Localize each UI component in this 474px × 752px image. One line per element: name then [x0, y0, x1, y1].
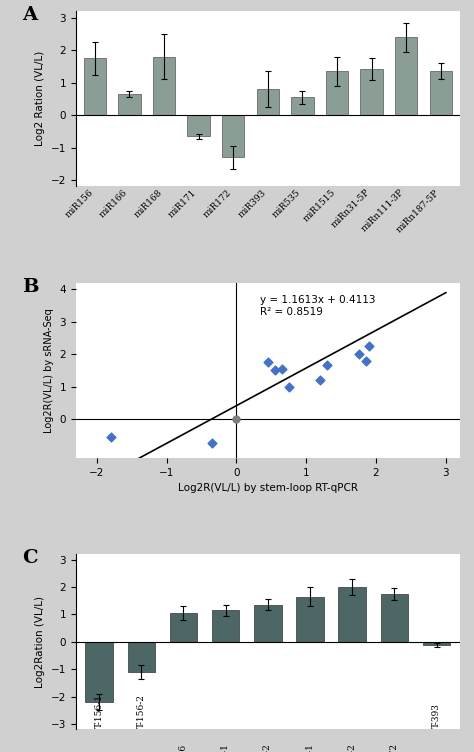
- Text: T-393: T-393: [432, 703, 441, 728]
- Bar: [85, 642, 113, 702]
- Text: T-169-1: T-169-1: [221, 744, 230, 752]
- Text: T-166: T-166: [179, 744, 188, 752]
- Point: [316, 374, 324, 386]
- Bar: [128, 642, 155, 672]
- Bar: [423, 642, 450, 645]
- Bar: [83, 59, 106, 115]
- Text: C: C: [22, 549, 38, 567]
- X-axis label: Log2R(VL/L) by stem-loop RT-qPCR: Log2R(VL/L) by stem-loop RT-qPCR: [178, 484, 358, 493]
- Text: B: B: [22, 277, 39, 296]
- Text: T-156-1: T-156-1: [94, 693, 103, 728]
- Text: T-171-2: T-171-2: [348, 744, 357, 752]
- Bar: [291, 97, 314, 115]
- Bar: [254, 605, 282, 642]
- Bar: [338, 587, 366, 642]
- Point: [362, 355, 369, 367]
- Text: T-171-1: T-171-1: [306, 744, 315, 752]
- Point: [285, 381, 292, 393]
- Point: [271, 365, 279, 377]
- Bar: [381, 594, 408, 642]
- Bar: [222, 115, 245, 157]
- Point: [323, 359, 331, 371]
- Y-axis label: Log2Ration (VL/L): Log2Ration (VL/L): [35, 596, 45, 688]
- Bar: [326, 71, 348, 115]
- Y-axis label: Log2R(VL/L) by sRNA-Seq: Log2R(VL/L) by sRNA-Seq: [44, 308, 54, 432]
- Bar: [153, 56, 175, 115]
- Text: T-169-2: T-169-2: [264, 744, 272, 752]
- Point: [365, 340, 373, 352]
- Bar: [118, 94, 141, 115]
- Bar: [187, 115, 210, 136]
- Text: T-172: T-172: [390, 744, 399, 752]
- Point: [355, 348, 362, 360]
- Bar: [170, 613, 197, 642]
- Point: [264, 356, 272, 368]
- Bar: [360, 69, 383, 115]
- Point: [278, 362, 285, 374]
- Y-axis label: Log2 Ration (VL/L): Log2 Ration (VL/L): [35, 51, 45, 147]
- Bar: [256, 89, 279, 115]
- Text: A: A: [22, 6, 37, 24]
- Bar: [212, 611, 239, 642]
- Point: [107, 431, 115, 443]
- Point: [208, 438, 216, 450]
- Bar: [429, 71, 452, 115]
- Bar: [296, 596, 324, 642]
- Bar: [395, 38, 418, 115]
- Text: y = 1.1613x + 0.4113
R² = 0.8519: y = 1.1613x + 0.4113 R² = 0.8519: [260, 295, 375, 317]
- Text: T-156-2: T-156-2: [137, 694, 146, 728]
